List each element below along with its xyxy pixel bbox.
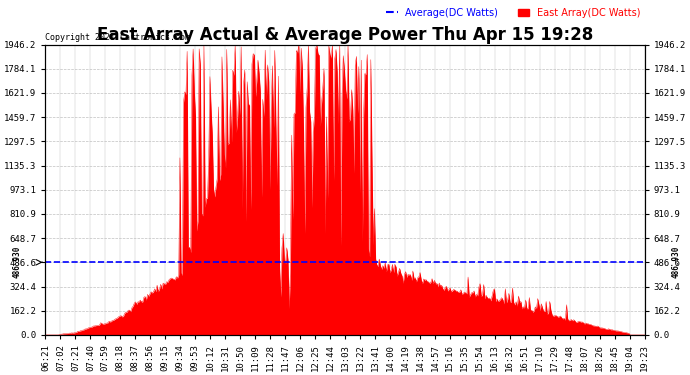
Text: 486.930: 486.930: [671, 246, 680, 279]
Text: 486.930: 486.930: [12, 246, 21, 279]
Title: East Array Actual & Average Power Thu Apr 15 19:28: East Array Actual & Average Power Thu Ap…: [97, 26, 593, 44]
Text: Copyright 2021 Cartronics.com: Copyright 2021 Cartronics.com: [46, 33, 190, 42]
Legend: Average(DC Watts), East Array(DC Watts): Average(DC Watts), East Array(DC Watts): [382, 4, 644, 22]
